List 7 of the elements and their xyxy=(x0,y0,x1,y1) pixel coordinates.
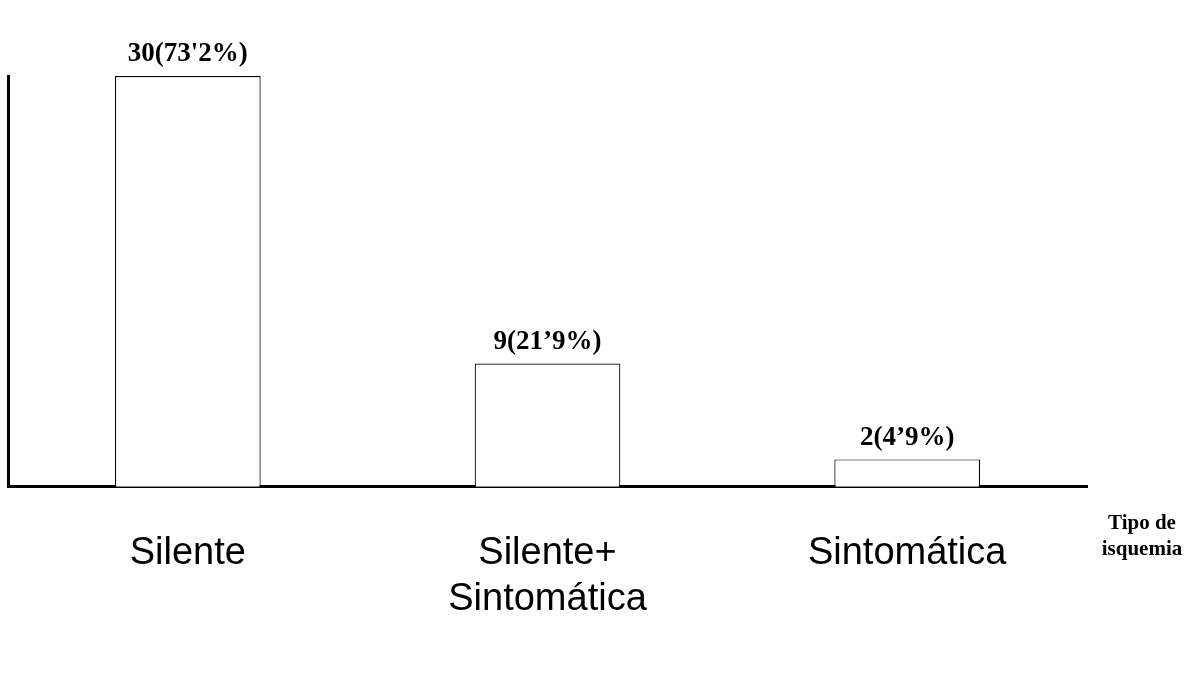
x-tick-label: Silente+ Sintomática xyxy=(448,530,648,618)
data-label: 30(73'2%) xyxy=(127,37,248,68)
x-axis-title: Tipo de isquemia xyxy=(1101,509,1183,560)
data-label: 2(4’9%) xyxy=(859,420,955,451)
data-label: 9(21’9%) xyxy=(493,325,602,356)
x-tick-label: Sintomática xyxy=(807,530,1008,573)
x-tick-label: Silente xyxy=(129,530,246,573)
